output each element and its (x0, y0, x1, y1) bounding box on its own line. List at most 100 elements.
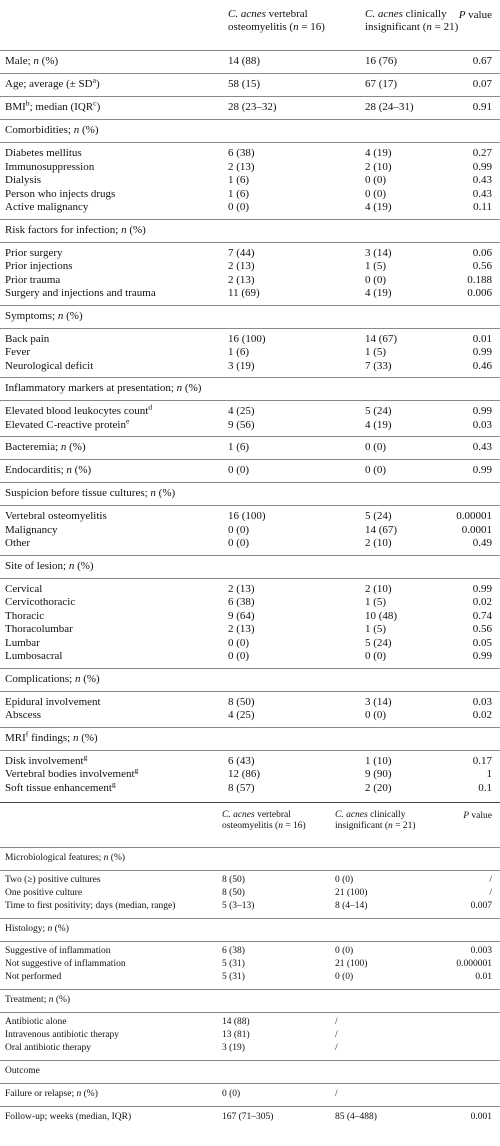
italic-run: n (121, 223, 127, 236)
text-run: Time to first positivity; days (median, … (5, 901, 176, 911)
italic-run: C. acnes (222, 810, 255, 820)
cell-value: 8 (4–14) (335, 901, 368, 911)
table-row: Malignancy 0 (0) 14 (67) 0.0001 (0, 524, 500, 538)
row-label: Malignancy (5, 524, 58, 536)
row-label: Elevated C-reactive proteine (5, 415, 130, 430)
section-title: Symptoms; n (%) (5, 310, 83, 322)
p-value: 0.1 (478, 781, 492, 794)
cell-value: 0 (0) (335, 875, 354, 885)
cell-value: 0 (0) (365, 273, 387, 286)
p-value: 0.01 (472, 332, 492, 345)
table-row: Back pain 16 (100) 14 (67) 0.01 (0, 333, 500, 347)
cell-value: / (335, 1017, 338, 1027)
row-label: Not suggestive of inflammation (5, 959, 126, 969)
text-run: Endocarditis; (5, 464, 67, 476)
table-row: Vertebral osteomyelitis 16 (100) 5 (24) 0.0… (0, 510, 500, 524)
p-value: 0.67 (472, 55, 492, 67)
row-label: Male; n (%) (5, 55, 58, 67)
section-heading: Site of lesion; n (%) (0, 554, 500, 578)
p-value: 0.188 (467, 273, 492, 286)
p-value: 0.43 (472, 187, 492, 200)
cell-value: 2 (13) (228, 273, 255, 286)
text-run: (%) (71, 464, 92, 476)
row-label: BMIb; median (IQRc) (5, 99, 101, 113)
section-body: Elevated blood leukocytes countd 4 (25) 5 … (0, 400, 500, 436)
p-value: 0.003 (470, 946, 492, 956)
p-value: 0.99 (472, 346, 492, 358)
cell-value: 13 (81) (222, 1030, 250, 1040)
table-row: Prior trauma 2 (13) 0 (0) 0.188 (0, 274, 500, 288)
section-title: Microbiological features; n (%) (5, 853, 125, 863)
cell-value: 11 (69) (228, 287, 260, 299)
row-label: Epidural involvement (5, 696, 101, 708)
text-run: (%) (126, 223, 146, 236)
p-value: 0.0001 (461, 523, 492, 536)
row-label: Prior surgery (5, 247, 63, 259)
italic-run: n (176, 382, 183, 394)
cell-value: 3 (19) (222, 1043, 245, 1053)
table-row: Bacteremia; n (%) 1 (6) 0 (0) 0.43 (0, 436, 500, 459)
italic-run: n (48, 995, 54, 1005)
text-run: Male; (5, 55, 34, 67)
p-value: 1 (486, 768, 493, 780)
table-row: Fever 1 (6) 1 (5) 0.99 (0, 346, 500, 360)
table-row: Abscess 4 (25) 0 (0) 0.02 (0, 709, 500, 723)
footnote-mark: e (125, 415, 130, 425)
cell-value: 5 (24) (365, 636, 392, 649)
text-run: (%) (38, 55, 59, 67)
text-run: ) (96, 78, 100, 90)
text-run: value (465, 9, 492, 21)
cell-value: 14 (67) (365, 332, 398, 345)
text-run: Diabetes mellitus (5, 147, 82, 159)
row-label: Disk involvementg (5, 751, 88, 766)
table-row: Elevated C-reactive proteine 9 (56) 4 (19)… (0, 415, 500, 433)
section-heading: Microbiological features; n (%) (0, 847, 500, 870)
table-row: Lumbar 0 (0) 5 (24) 0.05 (0, 637, 500, 651)
row-label: Soft tissue enhancementg (5, 779, 116, 793)
table-row: Not suggestive of inflammation 5 (31) 21 (… (0, 959, 500, 972)
table-row: Endocarditis; n (%) 0 (0) 0 (0) 0.99 (0, 459, 500, 482)
header-cell: C. acnes clinically insignificant (n = 2… (335, 810, 445, 833)
cell-value: 2 (13) (228, 582, 255, 595)
text-run: Age; average (± SD (5, 78, 93, 90)
table-row: Suggestive of inflammation 6 (38) 0 (0) 0.0… (0, 946, 500, 959)
cell-value: 0 (0) (365, 650, 387, 662)
text-run: Suspicion before tissue cultures; (5, 487, 151, 499)
p-value: 0.05 (472, 636, 492, 649)
table-row: Diabetes mellitus 6 (38) 4 (19) 0.27 (0, 147, 500, 161)
table-row: Vertebral bodies involvementg 12 (86) 9 (9… (0, 766, 500, 782)
text-run: Failure or relapse; (5, 1089, 77, 1099)
footnote-mark: g (83, 751, 88, 761)
row-label: Vertebral bodies involvementg (5, 766, 138, 780)
row-label: Dialysis (5, 174, 41, 186)
cell-value: 6 (38) (228, 147, 255, 159)
text-run: ) (96, 101, 101, 113)
p-value: 0.43 (472, 441, 492, 453)
table-row: Thoracic 9 (64) 10 (48) 0.74 (0, 610, 500, 624)
text-run: Bacteremia; (5, 441, 61, 453)
table-row: Two (≥) positive cultures 8 (50) 0 (0) / (0, 875, 500, 888)
text-run: (%) (155, 487, 176, 499)
cell-value: 0 (0) (335, 972, 354, 982)
section-heading: Complications; n (%) (0, 667, 500, 691)
text-run: Thoracic (5, 609, 45, 622)
section-heading: Comorbidities; n (%) (0, 119, 500, 142)
text-run: Suggestive of inflammation (5, 946, 111, 956)
cell-value: 2 (10) (365, 537, 392, 549)
p-value: 0.99 (472, 650, 492, 662)
cell-value: 7 (33) (365, 359, 392, 372)
text-run: clinically insignificant ( (365, 8, 447, 34)
cell-value: 1 (6) (228, 174, 250, 186)
section-body: Diabetes mellitus 6 (38) 4 (19) 0.27 Immunos… (0, 142, 500, 219)
row-label: Cervical (5, 583, 42, 595)
table-row: Person who injects drugs 1 (6) 0 (0) 0.43 (0, 188, 500, 202)
table-row: Lumbosacral 0 (0) 0 (0) 0.99 (0, 650, 500, 664)
header-cell: P value (459, 9, 492, 22)
italic-run: n (278, 821, 283, 832)
text-run: Prior trauma (5, 273, 61, 286)
cell-value: 8 (50) (222, 888, 245, 898)
section-body: Antibiotic alone 14 (88) / Intravenous anti… (0, 1012, 500, 1060)
section-heading: Symptoms; n (%) (0, 304, 500, 328)
p-value: / (489, 888, 492, 898)
cell-value: 0 (0) (228, 636, 250, 649)
